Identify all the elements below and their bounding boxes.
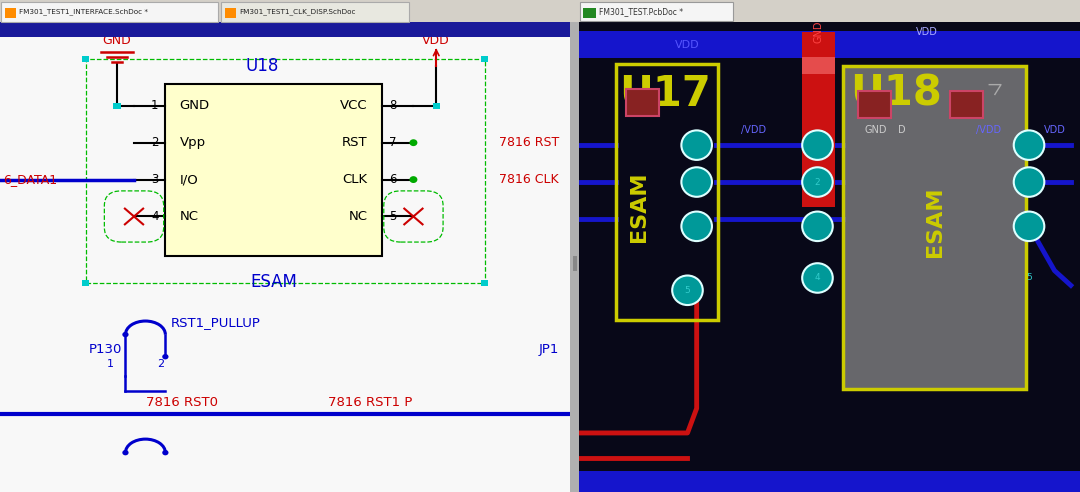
- Bar: [4, 8, 16, 18]
- Bar: [579, 31, 1080, 58]
- Text: GND: GND: [865, 125, 888, 135]
- Text: /VDD: /VDD: [975, 125, 1001, 135]
- Text: 6_DATA1: 6_DATA1: [3, 173, 57, 186]
- Text: 6: 6: [389, 173, 396, 186]
- Text: /VDD: /VDD: [741, 125, 767, 135]
- Circle shape: [672, 276, 703, 305]
- Bar: [481, 279, 488, 286]
- Circle shape: [162, 354, 168, 359]
- Text: 2: 2: [157, 359, 164, 369]
- Bar: [579, 471, 1080, 492]
- Bar: [225, 8, 237, 18]
- Text: NC: NC: [179, 210, 199, 223]
- Text: 1: 1: [107, 359, 114, 369]
- Text: 4: 4: [151, 210, 159, 223]
- Text: 2: 2: [151, 136, 159, 149]
- Text: U18: U18: [245, 57, 279, 75]
- Bar: [802, 32, 835, 207]
- Circle shape: [681, 212, 712, 241]
- Text: ESAM: ESAM: [924, 186, 945, 257]
- Circle shape: [1014, 167, 1044, 197]
- Bar: [113, 102, 121, 109]
- Text: ESAM: ESAM: [251, 273, 297, 291]
- Circle shape: [409, 176, 417, 183]
- Bar: [950, 91, 983, 118]
- Text: ESAM: ESAM: [629, 171, 649, 242]
- Text: 4: 4: [814, 274, 821, 282]
- Text: Vpp: Vpp: [179, 136, 206, 149]
- Circle shape: [802, 167, 833, 197]
- FancyBboxPatch shape: [1, 2, 218, 22]
- FancyBboxPatch shape: [221, 2, 409, 22]
- Text: VDD: VDD: [675, 40, 700, 50]
- FancyBboxPatch shape: [843, 66, 1026, 389]
- Text: 5: 5: [389, 210, 396, 223]
- Text: VCC: VCC: [340, 99, 368, 112]
- Circle shape: [162, 450, 168, 456]
- Text: VDD: VDD: [422, 34, 450, 47]
- Text: FM301_TEST.PcbDoc *: FM301_TEST.PcbDoc *: [598, 7, 683, 17]
- Text: 7816 RST1 P: 7816 RST1 P: [328, 396, 413, 409]
- Text: VDD: VDD: [916, 27, 939, 37]
- Circle shape: [802, 263, 833, 293]
- Text: FM301_TEST1_INTERFACE.SchDoc *: FM301_TEST1_INTERFACE.SchDoc *: [19, 8, 148, 15]
- Circle shape: [681, 130, 712, 160]
- Text: 7816 RST0: 7816 RST0: [147, 396, 218, 409]
- Text: NC: NC: [349, 210, 368, 223]
- Text: GND: GND: [103, 34, 132, 47]
- Bar: [570, 0, 1080, 22]
- Text: GND: GND: [179, 99, 210, 112]
- Bar: [82, 56, 90, 62]
- Text: 8: 8: [389, 99, 396, 112]
- Text: 5: 5: [1026, 274, 1031, 282]
- Bar: [0, 22, 570, 37]
- Bar: [481, 56, 488, 62]
- Text: U18: U18: [851, 72, 943, 115]
- Bar: [570, 22, 579, 492]
- Bar: [626, 89, 660, 116]
- Text: RST: RST: [342, 136, 368, 149]
- Text: 3: 3: [151, 173, 159, 186]
- Text: JP1: JP1: [539, 343, 558, 356]
- Text: 7816 RST: 7816 RST: [499, 136, 558, 149]
- Circle shape: [802, 130, 833, 160]
- Text: GND: GND: [813, 21, 823, 43]
- Circle shape: [409, 139, 417, 146]
- Circle shape: [681, 167, 712, 197]
- Bar: [572, 256, 577, 271]
- FancyBboxPatch shape: [580, 2, 733, 21]
- Circle shape: [1014, 212, 1044, 241]
- Bar: [0, 0, 570, 22]
- Circle shape: [1014, 130, 1044, 160]
- Text: 7816 CLK: 7816 CLK: [499, 173, 558, 186]
- Bar: [583, 8, 596, 18]
- Bar: [802, 57, 835, 74]
- Text: CLK: CLK: [342, 173, 368, 186]
- Text: RST1_PULLUP: RST1_PULLUP: [171, 316, 261, 329]
- Text: FM301_TEST1_CLK_DISP.SchDoc: FM301_TEST1_CLK_DISP.SchDoc: [240, 8, 356, 15]
- Text: I/O: I/O: [179, 173, 199, 186]
- FancyBboxPatch shape: [165, 84, 382, 256]
- Circle shape: [122, 332, 129, 337]
- Circle shape: [802, 212, 833, 241]
- Bar: [82, 279, 90, 286]
- Circle shape: [122, 450, 129, 456]
- Text: 5: 5: [685, 286, 690, 295]
- Text: VDD: VDD: [1043, 125, 1066, 135]
- Text: U17: U17: [619, 72, 711, 115]
- Text: P130: P130: [89, 343, 122, 356]
- Text: 7: 7: [389, 136, 396, 149]
- Bar: [432, 102, 440, 109]
- Bar: [859, 91, 891, 118]
- Text: 1: 1: [151, 99, 159, 112]
- Text: D: D: [897, 125, 905, 135]
- Text: 2: 2: [814, 178, 821, 186]
